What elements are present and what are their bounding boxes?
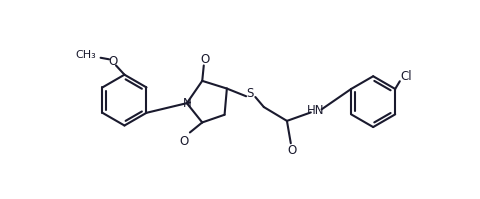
Text: O: O (200, 53, 209, 66)
Text: S: S (246, 87, 253, 100)
Text: O: O (108, 55, 117, 68)
Text: CH₃: CH₃ (75, 51, 96, 60)
Text: HN: HN (306, 104, 324, 117)
Text: Cl: Cl (399, 70, 411, 83)
Text: N: N (182, 97, 191, 110)
Text: O: O (179, 135, 188, 148)
Text: O: O (287, 144, 296, 157)
